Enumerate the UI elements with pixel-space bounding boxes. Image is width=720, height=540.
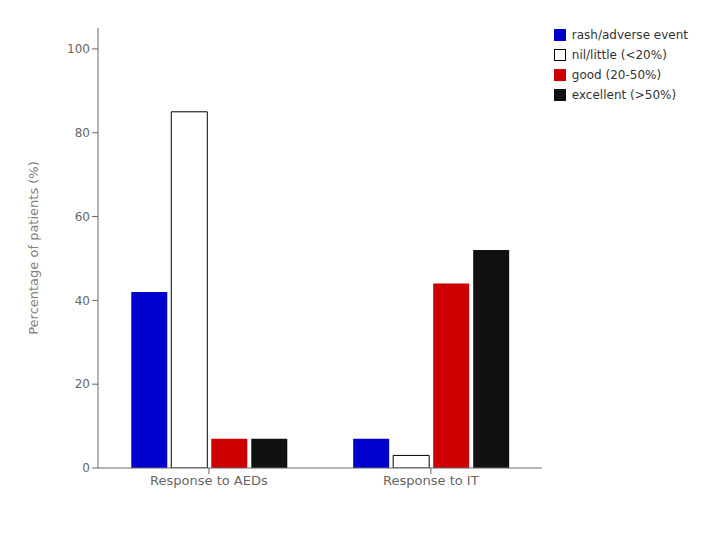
svg-text:0: 0: [82, 461, 90, 475]
html-text:excellent (>50%): excellent (>50%): [571, 88, 677, 102]
svg-text:Response to IT: Response to IT: [383, 473, 479, 488]
svg-text:Response to AEDs: Response to AEDs: [150, 473, 268, 488]
html-text:rash/adverse event: rash/adverse event: [571, 28, 688, 42]
svg-text:40: 40: [75, 294, 90, 308]
html-text:nil/little (<20%): nil/little (<20%): [571, 48, 667, 62]
html-text:good (20-50%): good (20-50%): [571, 68, 662, 82]
svg-text:80: 80: [75, 126, 90, 140]
svg-text:60: 60: [75, 210, 90, 224]
svg-text:Percentage of patients (%): Percentage of patients (%): [26, 161, 41, 335]
svg-text:20: 20: [75, 377, 90, 391]
svg-text:100: 100: [67, 42, 90, 56]
